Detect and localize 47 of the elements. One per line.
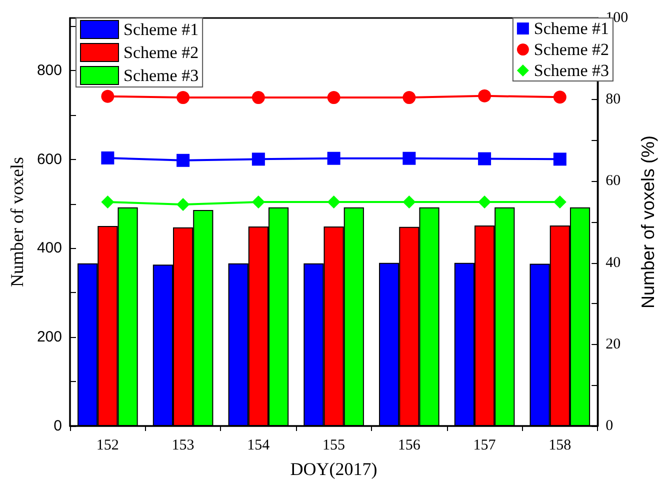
- x-tick-label: 156: [398, 438, 421, 454]
- y-axis-title: Number of voxels: [7, 157, 27, 287]
- point: [252, 91, 265, 104]
- point: [478, 152, 492, 166]
- point: [478, 89, 492, 102]
- legend-label: Scheme #3: [534, 61, 610, 80]
- point: [478, 196, 492, 209]
- y2-tick-label: 60: [606, 173, 621, 190]
- point: [553, 196, 566, 209]
- point: [327, 152, 340, 165]
- x-tick-label: 155: [322, 438, 346, 454]
- point: [402, 152, 416, 165]
- point: [553, 90, 566, 104]
- point: [176, 154, 190, 167]
- point: [176, 91, 190, 104]
- point: [402, 91, 416, 104]
- point: [101, 151, 114, 164]
- y-tick-label: 400: [36, 240, 62, 257]
- legend-label: Scheme #2: [124, 43, 199, 62]
- y-tick-label: 800: [36, 62, 62, 79]
- y2-tick-label: 0: [606, 418, 614, 434]
- x-tick-label: 152: [96, 438, 119, 454]
- point: [402, 196, 416, 209]
- legend-label: Scheme #1: [534, 19, 610, 38]
- x-tick-label: 157: [473, 438, 496, 454]
- x-tick-label: 154: [247, 438, 270, 454]
- point: [252, 196, 265, 209]
- x-tick-label: 153: [172, 438, 194, 454]
- legend-label: Scheme #2: [534, 40, 610, 59]
- point: [101, 90, 114, 103]
- point: [553, 152, 566, 166]
- point: [327, 196, 340, 209]
- y2-tick-label: 20: [606, 336, 621, 352]
- y-tick-label: 0: [54, 418, 62, 434]
- y-tick-label: 200: [36, 328, 62, 346]
- legend-label: Scheme #3: [124, 66, 199, 85]
- y2-axis-title: Number of voxels (%): [638, 135, 658, 309]
- point: [101, 196, 114, 209]
- legend-label: Scheme #1: [124, 20, 199, 39]
- point: [327, 91, 340, 104]
- x-axis-title: DOY(2017): [290, 459, 378, 479]
- y2-tick-label: 40: [606, 254, 621, 271]
- y-tick-label: 600: [36, 150, 62, 168]
- y2-tick-label: 80: [606, 92, 621, 108]
- point: [176, 198, 190, 211]
- x-tick-label: 158: [548, 438, 572, 454]
- point: [252, 152, 265, 166]
